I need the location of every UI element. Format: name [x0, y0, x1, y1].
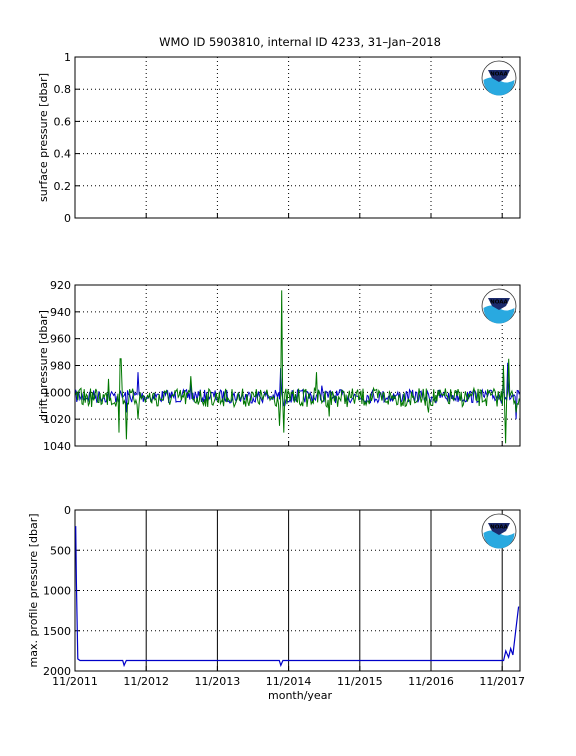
y-tick-label: 1000: [43, 585, 71, 598]
y-tick-label: 0: [64, 504, 71, 517]
y-tick-label: 0: [64, 212, 71, 225]
y-axis-label: surface pressure [dbar]: [37, 73, 50, 202]
logo-wave: [483, 530, 515, 549]
panel-2: 920 940 960 980 1000 1020 1040 drift pressure […: [37, 279, 521, 453]
y-tick-label: 0.8: [54, 83, 72, 96]
y-tick-label: 960: [50, 333, 71, 346]
y-tick-label: 2000: [43, 665, 71, 678]
logo-bird: [488, 70, 510, 82]
x-tick-label: 11/2017: [479, 675, 525, 688]
panel-1: 0 0.2 0.4 0.6 0.8 1 surface pressure [dbar] NOA…: [37, 51, 521, 225]
plot-frame: [74, 56, 521, 219]
y-tick-label: 1500: [43, 625, 71, 638]
logo-bird: [488, 298, 510, 310]
y-tick-label: 1020: [43, 413, 71, 426]
x-tick-label: 11/2016: [408, 675, 454, 688]
logo-wave: [483, 77, 515, 96]
noaa-logo-icon: NOAA: [481, 513, 517, 549]
logo-bird: [488, 523, 510, 535]
y-tick-label: 980: [50, 360, 71, 373]
x-tick-label: 11/2015: [337, 675, 383, 688]
noaa-logo-icon: NOAA: [481, 288, 517, 324]
panel-3: 11/2011 11/2012 11/2013 11/2014 11/2015 11/20…: [27, 504, 525, 688]
logo-wave: [483, 305, 515, 324]
chart-title: WMO ID 5903810, internal ID 4233, 31–Jan…: [159, 35, 441, 49]
y-tick-label: 0.4: [54, 148, 72, 161]
y-axis-label: drift pressure [dbar]: [37, 310, 50, 421]
plot-frame: [74, 284, 521, 447]
y-tick-label: 940: [50, 306, 71, 319]
y-tick-label: 500: [50, 544, 71, 557]
y-tick-label: 1040: [43, 440, 71, 453]
noaa-logo-icon: NOAA: [481, 60, 517, 96]
logo-text: NOAA: [490, 72, 508, 78]
x-tick-label: 11/2014: [266, 675, 312, 688]
plot-frame: [74, 509, 521, 672]
y-tick-label: 0.2: [54, 180, 72, 193]
x-tick-label: 11/2012: [123, 675, 169, 688]
series-line-green: [75, 290, 520, 444]
x-tick-label: 11/2013: [195, 675, 241, 688]
series-line-blue: [75, 526, 520, 668]
y-tick-label: 1000: [43, 386, 71, 399]
y-tick-label: 1: [64, 51, 71, 64]
y-tick-label: 920: [50, 279, 71, 292]
y-axis-label: max. profile pressure [dbar]: [27, 513, 40, 667]
y-tick-label: 0.6: [54, 115, 72, 128]
x-axis-label: month/year: [268, 689, 332, 702]
x-tick-label: 11/2011: [52, 675, 98, 688]
logo-text: NOAA: [490, 300, 508, 306]
logo-text: NOAA: [490, 525, 508, 531]
